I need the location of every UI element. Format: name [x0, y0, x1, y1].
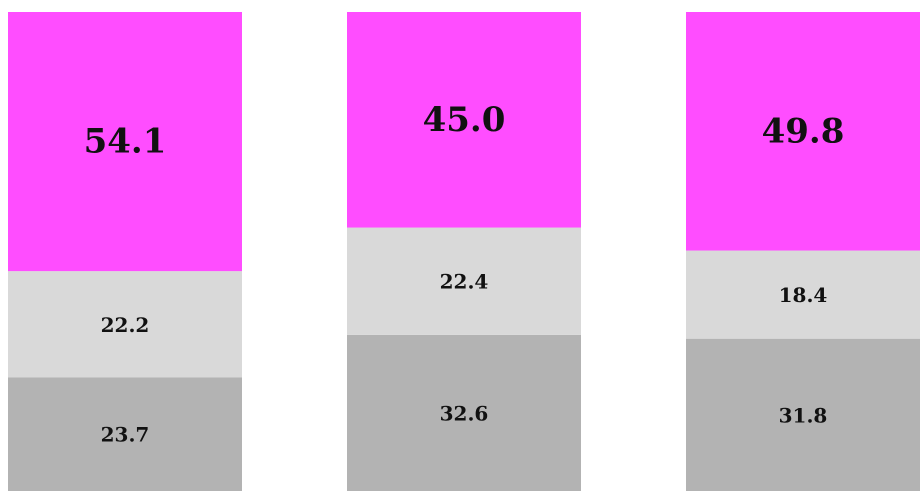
bar-segment	[347, 334, 581, 491]
bar-segment	[8, 12, 242, 272]
data-label: 32.6	[440, 401, 489, 425]
bar-segment	[686, 338, 920, 491]
bar-segment	[347, 12, 581, 228]
bar-segment	[8, 271, 242, 378]
data-label: 23.7	[101, 423, 150, 447]
data-label: 49.8	[762, 111, 845, 151]
data-label: 22.4	[440, 270, 489, 294]
bar-segment	[8, 377, 242, 491]
data-label: 54.1	[84, 122, 167, 162]
bar-segment	[686, 250, 920, 339]
data-label: 31.8	[779, 403, 828, 427]
data-label: 22.2	[101, 313, 150, 337]
bar-segment	[686, 12, 920, 251]
bar-segment	[347, 227, 581, 335]
data-label: 45.0	[423, 100, 506, 140]
data-label: 18.4	[779, 283, 828, 307]
